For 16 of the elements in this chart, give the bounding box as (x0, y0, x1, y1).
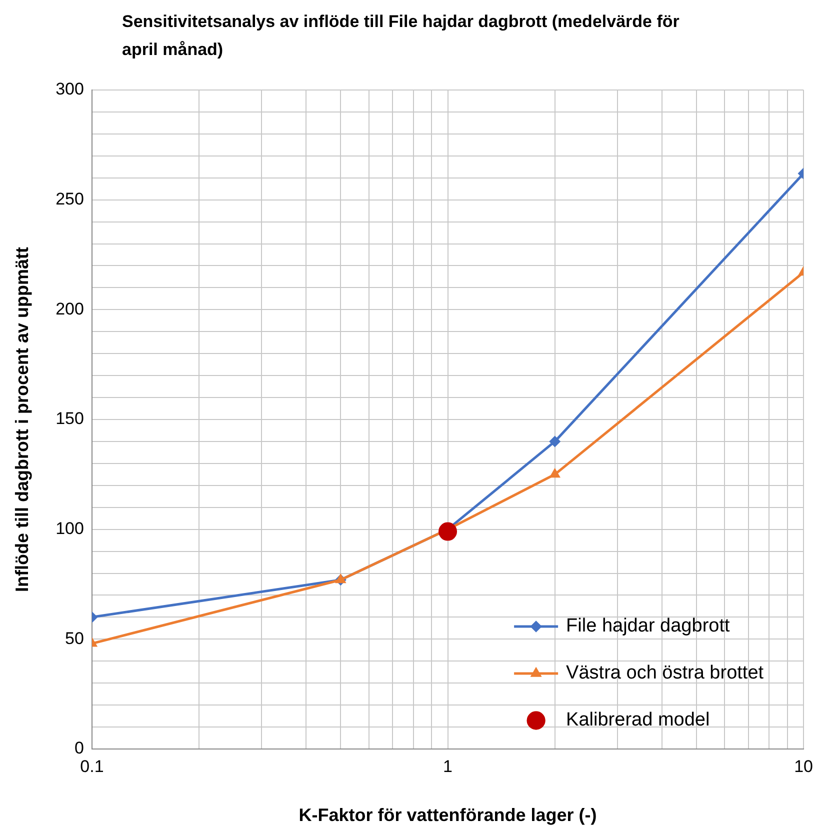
y-tick-label: 300 (56, 80, 84, 99)
x-axis-title: K-Faktor för vattenförande lager (-) (298, 805, 597, 826)
legend-label: Västra och östra brottet (566, 662, 764, 684)
chart-title: Sensitivitetsanalys av inflöde till File hajdar dagbrott (medelvärde för april månad) (122, 11, 680, 61)
y-tick-label: 150 (56, 409, 84, 428)
y-tick-label: 250 (56, 190, 84, 209)
x-tick-label: 0.1 (80, 756, 104, 776)
legend-label: File hajdar dagbrott (566, 616, 730, 637)
y-tick-label: 200 (56, 299, 84, 318)
y-tick-label: 0 (74, 738, 84, 758)
x-tick-label: 1 (443, 756, 452, 776)
legend-label: Kalibrerad model (566, 710, 710, 731)
x-tick-label: 10 (794, 756, 814, 776)
y-tick-label: 50 (65, 628, 84, 648)
y-tick-label: 100 (56, 519, 84, 538)
y-axis-title: Inflöde till dagbrott i procent av uppmätt (12, 246, 32, 592)
